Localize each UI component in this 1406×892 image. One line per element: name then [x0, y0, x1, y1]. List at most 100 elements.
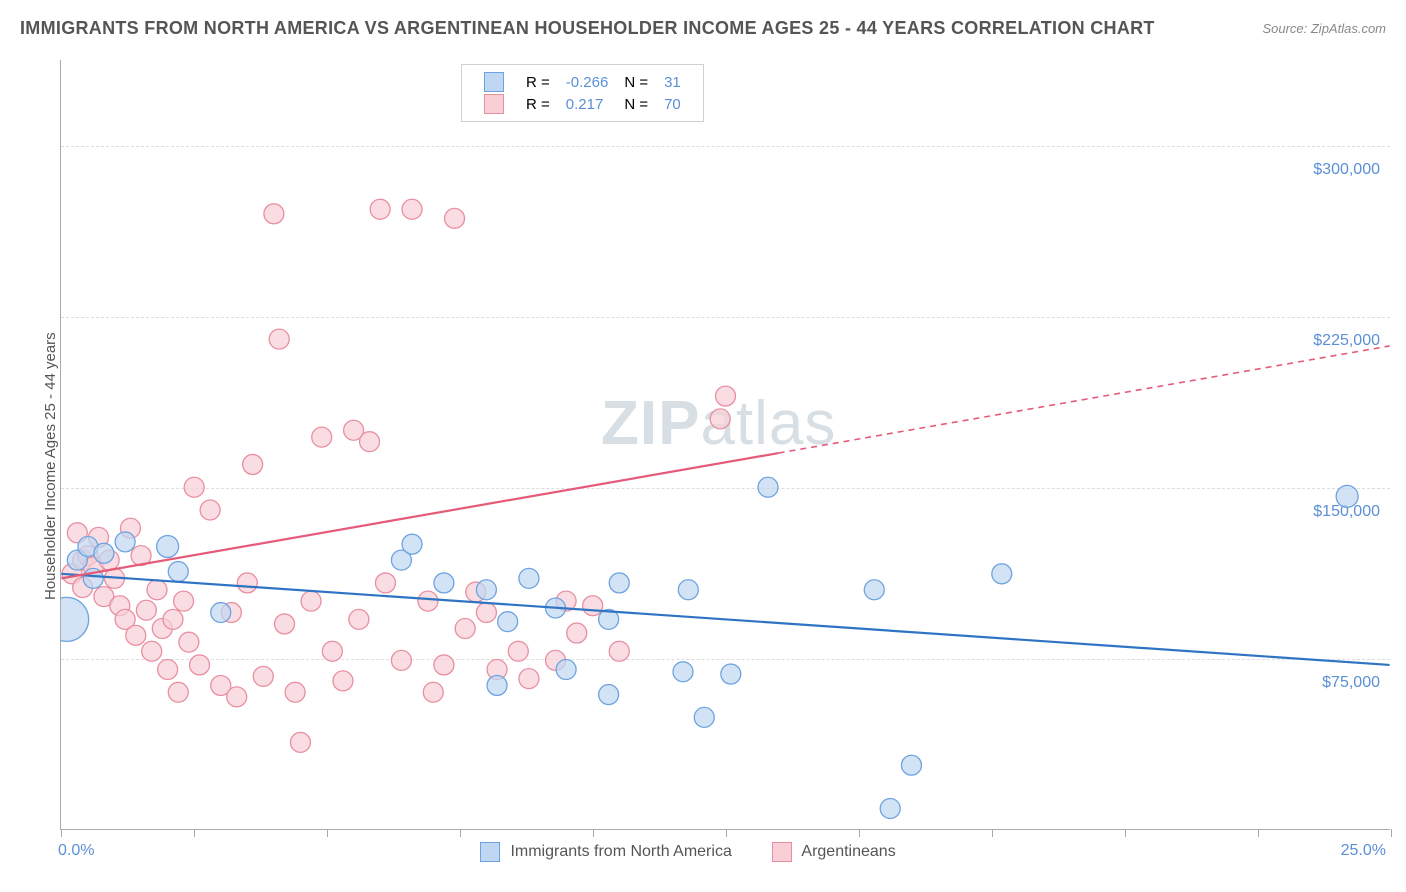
pink-point [253, 666, 273, 686]
pink-point [200, 500, 220, 520]
y-tick-label: $300,000 [1309, 161, 1384, 179]
pink-point [115, 609, 135, 629]
pink-trend-line [61, 453, 778, 578]
pink-point [375, 573, 395, 593]
pink-point [174, 591, 194, 611]
blue-point [168, 562, 188, 582]
blue-point [599, 609, 619, 629]
blue-point [402, 534, 422, 554]
blue-point [157, 535, 179, 557]
blue-point [519, 568, 539, 588]
pink-point [710, 409, 730, 429]
pink-point [126, 625, 146, 645]
pink-point [370, 199, 390, 219]
r-label: R = [518, 93, 558, 115]
n-value-pink: 70 [656, 93, 689, 115]
pink-point [83, 557, 103, 577]
gridline [61, 317, 1390, 318]
pink-point [344, 420, 364, 440]
blue-trend-line [61, 574, 1389, 665]
pink-point [158, 660, 178, 680]
pink-point [455, 619, 475, 639]
pink-point [67, 523, 87, 543]
r-value-pink: 0.217 [558, 93, 617, 115]
blue-point [599, 685, 619, 705]
pink-point [89, 527, 109, 547]
pink-point [269, 329, 289, 349]
gridline [61, 146, 1390, 147]
pink-trend-line-dashed [779, 346, 1390, 453]
blue-point [992, 564, 1012, 584]
swatch-blue-icon [480, 842, 500, 862]
x-tick [194, 829, 195, 837]
blue-point [94, 543, 114, 563]
pink-point [243, 454, 263, 474]
blue-point [545, 598, 565, 618]
pink-point [476, 603, 496, 623]
pink-point [73, 577, 93, 597]
pink-point [221, 603, 241, 623]
legend-label-blue: Immigrants from North America [510, 843, 731, 860]
pink-point [152, 619, 172, 639]
pink-point [545, 650, 565, 670]
pink-point [402, 199, 422, 219]
blue-point [487, 675, 507, 695]
blue-point [67, 550, 87, 570]
pink-point [131, 546, 151, 566]
pink-point [487, 660, 507, 680]
n-value-blue: 31 [656, 71, 689, 93]
x-tick [593, 829, 594, 837]
pink-point [716, 386, 736, 406]
n-label: N = [616, 93, 656, 115]
plot-area: $75,000$150,000$225,000$300,000 ZIPatlas… [60, 60, 1390, 830]
r-value-blue: -0.266 [558, 71, 617, 93]
blue-point [609, 573, 629, 593]
pink-point [94, 587, 114, 607]
blue-point [880, 799, 900, 819]
blue-point [78, 536, 98, 556]
x-tick [327, 829, 328, 837]
swatch-blue [484, 72, 504, 92]
pink-point [301, 591, 321, 611]
x-tick [1125, 829, 1126, 837]
pink-point [179, 632, 199, 652]
pink-point [211, 675, 231, 695]
chart-title: IMMIGRANTS FROM NORTH AMERICA VS ARGENTI… [20, 18, 1155, 39]
legend-label-pink: Argentineans [801, 843, 895, 860]
blue-point [61, 597, 89, 641]
pink-point [62, 564, 82, 584]
blue-point [673, 662, 693, 682]
pink-point [237, 573, 257, 593]
pink-point [110, 596, 130, 616]
blue-point [115, 532, 135, 552]
legend-item-blue: Immigrants from North America [480, 842, 732, 862]
pink-point [290, 732, 310, 752]
pink-point [275, 614, 295, 634]
x-tick [61, 829, 62, 837]
legend-item-pink: Argentineans [772, 842, 896, 862]
y-tick-label: $150,000 [1309, 503, 1384, 521]
pink-point [423, 682, 443, 702]
chart-svg [61, 60, 1390, 829]
x-tick [460, 829, 461, 837]
blue-point [556, 660, 576, 680]
watermark: ZIPatlas [601, 388, 836, 459]
pink-point [227, 687, 247, 707]
pink-point [391, 650, 411, 670]
swatch-pink-icon [772, 842, 792, 862]
pink-point [136, 600, 156, 620]
blue-point [678, 580, 698, 600]
x-axis-max-label: 25.0% [1341, 842, 1386, 860]
pink-point [583, 596, 603, 616]
blue-point [864, 580, 884, 600]
pink-point [556, 591, 576, 611]
pink-point [519, 669, 539, 689]
x-tick [726, 829, 727, 837]
correlation-legend: R = -0.266 N = 31 R = 0.217 N = 70 [461, 64, 704, 122]
blue-point [498, 612, 518, 632]
y-axis-title: Householder Income Ages 25 - 44 years [42, 332, 59, 600]
swatch-pink [484, 94, 504, 114]
legend-row-pink: R = 0.217 N = 70 [476, 93, 689, 115]
pink-point [147, 580, 167, 600]
blue-point [476, 580, 496, 600]
